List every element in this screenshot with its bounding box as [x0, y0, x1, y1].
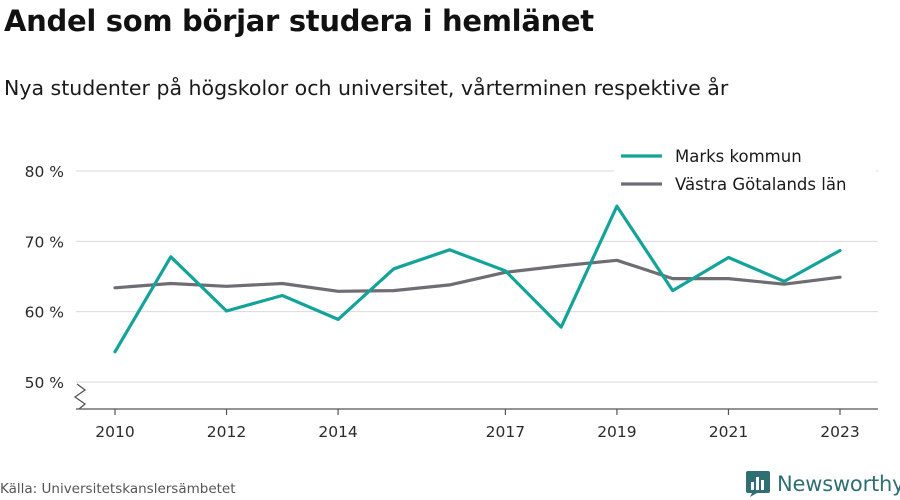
- brand-name: Newsworthy: [777, 472, 900, 496]
- series-line-vastra-gotalands-lan: [113, 258, 842, 293]
- chart-title: Andel som börjar studera i hemlänet: [4, 4, 594, 38]
- x-tick-label: 2021: [709, 423, 748, 441]
- x-tick-label: 2014: [318, 423, 357, 441]
- x-tick-label: 2012: [207, 423, 246, 441]
- series-line-marks-kommun: [113, 204, 842, 354]
- brand: Newsworthy: [745, 470, 900, 498]
- x-tick-label: 2023: [820, 423, 859, 441]
- axis-break-icon: [73, 383, 87, 410]
- legend-label: Västra Götalands län: [675, 175, 846, 194]
- y-tick-label: 50 %: [25, 374, 64, 392]
- source-note: Källa: Universitetskanslersämbetet: [0, 481, 236, 497]
- x-tick-label: 2017: [486, 423, 525, 441]
- bar-chart-logo-icon: [746, 471, 770, 497]
- legend-label: Marks kommun: [675, 147, 802, 166]
- x-tick-label: 2019: [597, 423, 636, 441]
- x-tick-label: 2010: [95, 423, 134, 441]
- y-tick-label: 70 %: [25, 233, 64, 251]
- chart-subtitle: Nya studenter på högskolor och universit…: [4, 76, 729, 100]
- y-tick-label: 60 %: [25, 304, 64, 322]
- y-tick-label: 80 %: [25, 163, 64, 181]
- legend-background: [614, 142, 876, 200]
